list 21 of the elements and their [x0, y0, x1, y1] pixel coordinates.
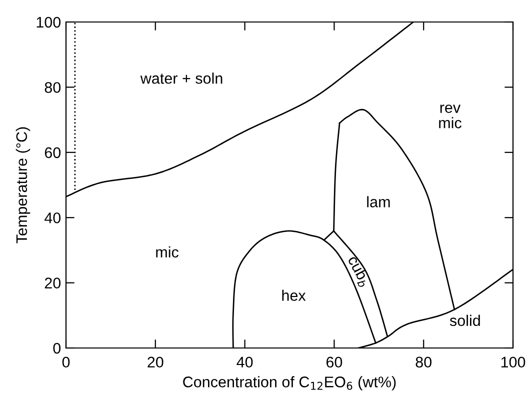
- annotation: mic: [156, 246, 178, 258]
- x-axis-title: Concentration of C$_{12}$EO$_{6}$ (wt%): [183, 376, 396, 390]
- x-tick-label: 20: [148, 356, 164, 368]
- annotation: water + soln: [140, 72, 222, 84]
- annotation: lam: [367, 196, 390, 208]
- x-tick-label: 40: [236, 356, 253, 368]
- y-axis-title: Temperature (°C): [16, 127, 30, 244]
- annotation: solid: [450, 314, 480, 326]
- annotation: rev mic: [439, 104, 462, 128]
- x-tick-label: 80: [416, 356, 432, 368]
- y-tick-label: 20: [44, 278, 61, 288]
- annotation: cub$_{b}$: [345, 254, 372, 288]
- annotation: hex: [282, 290, 306, 301]
- y-tick-label: 0: [53, 342, 61, 354]
- x-tick-label: 0: [62, 356, 70, 368]
- y-tick-label: 40: [44, 212, 61, 224]
- y-tick-label: 80: [44, 82, 61, 93]
- y-tick-label: 100: [36, 16, 61, 28]
- x-tick-label: 60: [326, 356, 342, 368]
- x-tick-label: 100: [501, 356, 526, 368]
- y-tick-label: 60: [44, 147, 61, 158]
